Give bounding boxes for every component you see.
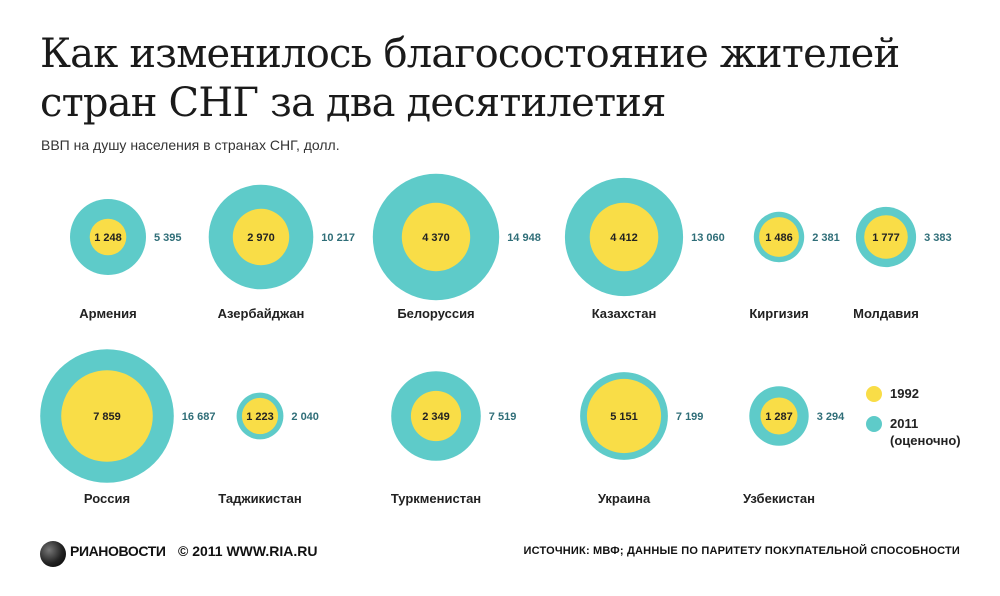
bubble-1992 (241, 397, 279, 435)
legend-label-2011: 2011 (890, 416, 919, 431)
value-label-2011: 16 687 (182, 411, 216, 423)
country-label: Киргизия (749, 306, 808, 321)
value-label-1992: 4 370 (422, 232, 450, 244)
source-note: ИСТОЧНИК: МВФ; ДАННЫЕ ПО ПАРИТЕТУ ПОКУПА… (523, 545, 960, 557)
value-label-1992: 7 859 (93, 411, 121, 423)
value-label-2011: 5 395 (154, 232, 182, 244)
country-label: Белоруссия (397, 306, 474, 321)
legend-swatch-1992 (866, 386, 882, 402)
value-label-2011: 2 040 (291, 411, 319, 423)
value-label-1992: 4 412 (610, 232, 638, 244)
bubble-1992 (232, 208, 290, 266)
ria-globe-icon (40, 541, 66, 567)
country-label: Молдавия (853, 306, 919, 321)
value-label-2011: 3 294 (817, 411, 845, 423)
value-label-2011: 13 060 (691, 232, 725, 244)
country-label: Армения (79, 306, 136, 321)
value-label-2011: 10 217 (321, 232, 355, 244)
value-label-1992: 2 349 (422, 411, 450, 423)
value-label-2011: 7 519 (489, 411, 517, 423)
bubble-1992 (586, 378, 662, 454)
legend-label-2011-note: (оценочно) (890, 433, 961, 448)
country-label: Узбекистан (743, 491, 815, 506)
legend-label-1992: 1992 (890, 386, 919, 401)
bubble-1992 (864, 215, 908, 259)
value-label-1992: 1 486 (765, 232, 793, 244)
bubble-1992 (89, 218, 127, 256)
bubble-1992 (61, 370, 153, 462)
value-label-1992: 1 287 (765, 411, 793, 423)
bubble-1992 (589, 202, 659, 272)
country-label: Украина (598, 491, 651, 506)
bubble-1992 (401, 202, 471, 272)
value-label-1992: 1 223 (246, 411, 274, 423)
footer: РИАНОВОСТИ © 2011 WWW.RIA.RU ИСТОЧНИК: М… (0, 532, 1000, 572)
logo-text: РИАНОВОСТИ (70, 543, 166, 559)
bubble-1992 (410, 390, 462, 442)
value-label-2011: 2 381 (812, 232, 840, 244)
country-label: Азербайджан (218, 306, 305, 321)
value-label-2011: 14 948 (507, 232, 541, 244)
country-label: Россия (84, 491, 130, 506)
legend-swatch-2011 (866, 416, 882, 432)
chart-title: Как изменилось благосостояние жителей ст… (40, 31, 900, 126)
country-label: Таджикистан (218, 491, 301, 506)
chart-subtitle: ВВП на душу населения в странах СНГ, дол… (41, 137, 340, 153)
country-label: Казахстан (592, 306, 657, 321)
bubble-1992 (760, 397, 798, 435)
value-label-2011: 3 383 (924, 232, 952, 244)
copyright: © 2011 WWW.RIA.RU (178, 543, 318, 559)
country-label: Туркменистан (391, 491, 481, 506)
value-label-2011: 7 199 (676, 411, 704, 423)
bubble-1992 (759, 217, 799, 257)
value-label-1992: 1 248 (94, 232, 122, 244)
value-label-1992: 2 970 (247, 232, 275, 244)
value-label-1992: 5 151 (610, 411, 638, 423)
value-label-1992: 1 777 (872, 232, 900, 244)
